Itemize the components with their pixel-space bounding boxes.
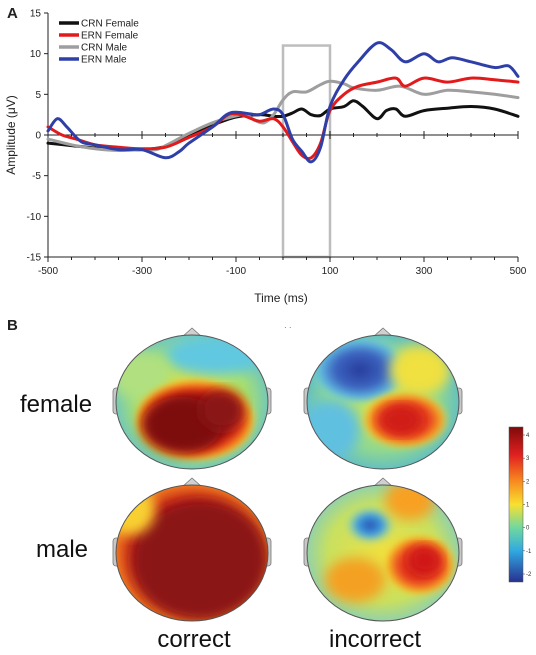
colorbar-tick-label: 0 bbox=[526, 526, 530, 532]
y-tick-label: 0 bbox=[35, 131, 41, 142]
topomap-male-incorrect bbox=[303, 477, 463, 622]
y-tick-label: -10 bbox=[27, 212, 42, 223]
row-label-male: male bbox=[36, 536, 88, 563]
y-tick-label: 15 bbox=[30, 9, 42, 20]
x-tick-label: 500 bbox=[510, 266, 527, 277]
legend-label: CRN Male bbox=[81, 43, 128, 54]
colorbar-tick-label: -1 bbox=[526, 549, 532, 555]
series-line-ern-male bbox=[46, 41, 520, 164]
column-label-correct: correct bbox=[157, 626, 231, 653]
topomap-female-incorrect bbox=[303, 327, 463, 470]
x-tick-label: -100 bbox=[226, 266, 246, 277]
y-tick-label: 10 bbox=[30, 49, 42, 60]
small-dots: · · bbox=[284, 323, 292, 332]
legend-label: ERN Female bbox=[81, 31, 139, 42]
legend-label: ERN Male bbox=[81, 55, 127, 66]
y-tick-label: -15 bbox=[27, 253, 42, 264]
colorbar-tick-label: -2 bbox=[526, 572, 532, 578]
legend-label: CRN Female bbox=[81, 19, 139, 30]
panel-b-letter: B bbox=[7, 317, 18, 334]
colorbar-tick-label: 2 bbox=[526, 479, 530, 485]
colorbar: 4 3 2 1 0 -1 -2 bbox=[508, 426, 532, 583]
column-label-incorrect: incorrect bbox=[329, 626, 421, 653]
topomap-male-correct bbox=[112, 477, 272, 622]
y-tick-label: 5 bbox=[35, 90, 41, 101]
row-label-female: female bbox=[20, 391, 92, 418]
colorbar-tick-label: 4 bbox=[526, 433, 530, 439]
x-tick-label: -500 bbox=[38, 266, 58, 277]
y-tick-label: -5 bbox=[32, 171, 41, 182]
colorbar-tick-label: 1 bbox=[526, 503, 530, 509]
x-tick-label: 100 bbox=[322, 266, 339, 277]
x-tick-label: -300 bbox=[132, 266, 152, 277]
colorbar-gradient bbox=[508, 426, 524, 583]
topomap-female-correct bbox=[112, 327, 272, 470]
highlight-window bbox=[281, 44, 332, 259]
x-tick-label: 300 bbox=[416, 266, 433, 277]
erp-line-chart: 15 10 5 0 -5 -10 -15 -500 -300 -100 100 300 500 CRN … bbox=[4, 9, 527, 306]
panel-a-letter: A bbox=[7, 5, 18, 22]
y-axis-title: Amplitude (μV) bbox=[4, 95, 18, 175]
x-axis-title: Time (ms) bbox=[254, 291, 308, 305]
colorbar-tick-label: 3 bbox=[526, 456, 530, 462]
